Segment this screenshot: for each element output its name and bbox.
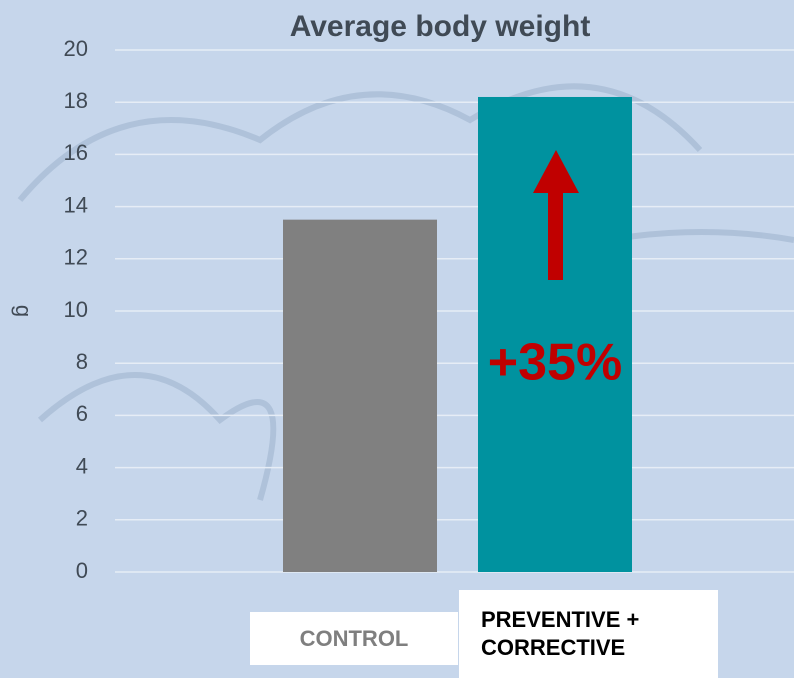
- x-tick-label: CONTROL: [250, 612, 458, 665]
- y-tick-label: 6: [76, 401, 88, 426]
- y-tick-label: 8: [76, 349, 88, 374]
- y-tick-label: 16: [64, 140, 88, 165]
- chart-title: Average body weight: [290, 10, 591, 43]
- bar: [283, 219, 437, 572]
- arrow-head: [533, 150, 579, 193]
- x-tick-label: PREVENTIVE + CORRECTIVE: [459, 590, 718, 678]
- y-tick-label: 10: [64, 297, 88, 322]
- annotation: +35%: [488, 334, 622, 392]
- y-tick-label: 0: [76, 558, 88, 583]
- y-tick-label: 20: [64, 36, 88, 61]
- y-tick-label: 14: [64, 192, 88, 217]
- y-axis-label: g: [11, 305, 36, 317]
- y-tick-label: 18: [64, 88, 88, 113]
- y-tick-label: 2: [76, 506, 88, 531]
- y-tick-label: 4: [76, 453, 88, 478]
- y-tick-label: 12: [64, 245, 88, 270]
- arrow-shaft: [548, 188, 563, 280]
